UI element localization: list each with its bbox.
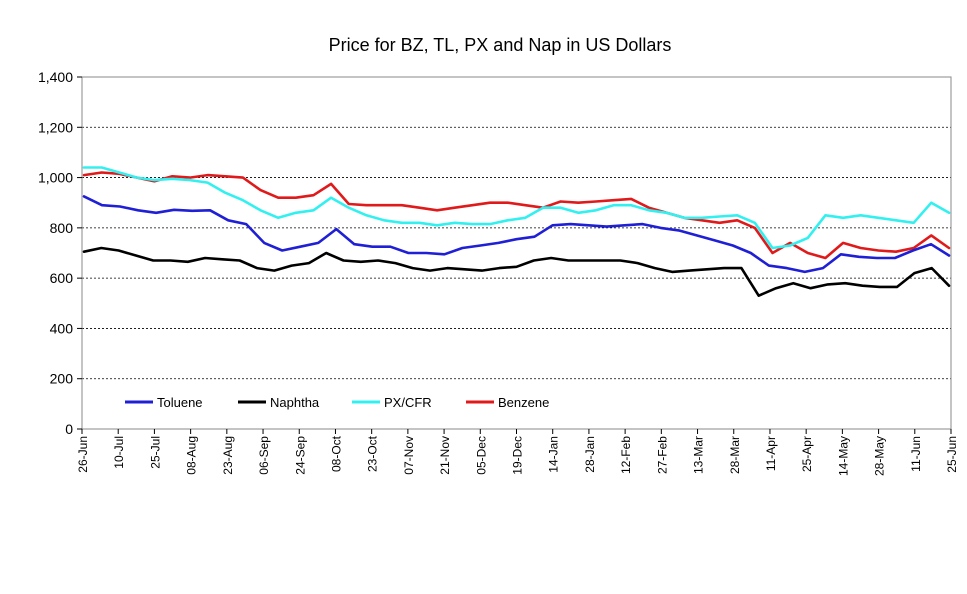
x-tick-label: 12-Feb — [619, 436, 633, 474]
y-tick-label: 1,400 — [38, 69, 73, 85]
x-tick-label: 11-Jun — [909, 436, 923, 472]
x-tick-label: 23-Aug — [221, 436, 235, 475]
x-tick-label: 06-Sep — [257, 436, 271, 475]
x-tick-label: 08-Aug — [185, 436, 199, 475]
x-tick-label: 08-Oct — [329, 435, 343, 472]
x-tick-label: 19-Dec — [511, 436, 525, 475]
x-tick-label: 23-Oct — [366, 435, 380, 472]
legend-label-benzene: Benzene — [498, 395, 549, 410]
y-tick-label: 400 — [50, 320, 74, 336]
x-tick-label: 26-Jun — [76, 436, 90, 473]
y-tick-label: 600 — [50, 270, 74, 286]
legend-label-px-cfr: PX/CFR — [384, 395, 432, 410]
x-tick-label: 25-Jul — [148, 436, 162, 469]
x-tick-label: 28-Mar — [728, 436, 742, 474]
x-tick-label: 28-Jan — [583, 436, 597, 473]
y-axis: 0 200 400 600 800 1,000 1,200 1,400 — [38, 69, 82, 437]
legend: Toluene Naphtha PX/CFR Benzene — [125, 395, 549, 410]
y-tick-label: 1,200 — [38, 119, 73, 135]
x-tick-label: 10-Jul — [112, 436, 126, 469]
x-tick-label: 27-Feb — [655, 436, 669, 474]
y-tick-label: 800 — [50, 220, 74, 236]
series-line-px-cfr — [82, 166, 951, 250]
x-tick-label: 05-Dec — [474, 436, 488, 475]
x-tick-label: 25-Jun — [945, 436, 959, 473]
series-line-benzene — [82, 171, 951, 260]
x-tick-label: 11-Apr — [764, 436, 778, 471]
chart-title: Price for BZ, TL, PX and Nap in US Dolla… — [329, 35, 672, 55]
x-tick-label: 07-Nov — [402, 436, 416, 475]
x-tick-label: 28-May — [873, 436, 887, 476]
y-tick-label: 1,000 — [38, 170, 73, 186]
x-tick-label: 14-May — [836, 436, 850, 476]
series-line-naphtha — [82, 246, 951, 298]
grid-lines — [82, 126, 951, 380]
series-lines — [82, 166, 951, 298]
x-tick-label: 13-Mar — [692, 436, 706, 474]
legend-label-naphtha: Naphtha — [270, 395, 320, 410]
series-line-toluene — [82, 195, 951, 274]
x-tick-label: 21-Nov — [438, 436, 452, 475]
x-tick-label: 14-Jan — [547, 436, 561, 473]
legend-label-toluene: Toluene — [157, 395, 203, 410]
y-tick-label: 0 — [65, 421, 73, 437]
x-tick-label: 24-Sep — [293, 436, 307, 475]
x-tick-label: 25-Apr — [800, 436, 814, 472]
plot-area-frame — [81, 76, 952, 430]
y-tick-label: 200 — [50, 371, 74, 387]
x-axis: 26-Jun 10-Jul 25-Jul 08-Aug 23-Aug 06-Sep 24-S… — [76, 429, 959, 476]
